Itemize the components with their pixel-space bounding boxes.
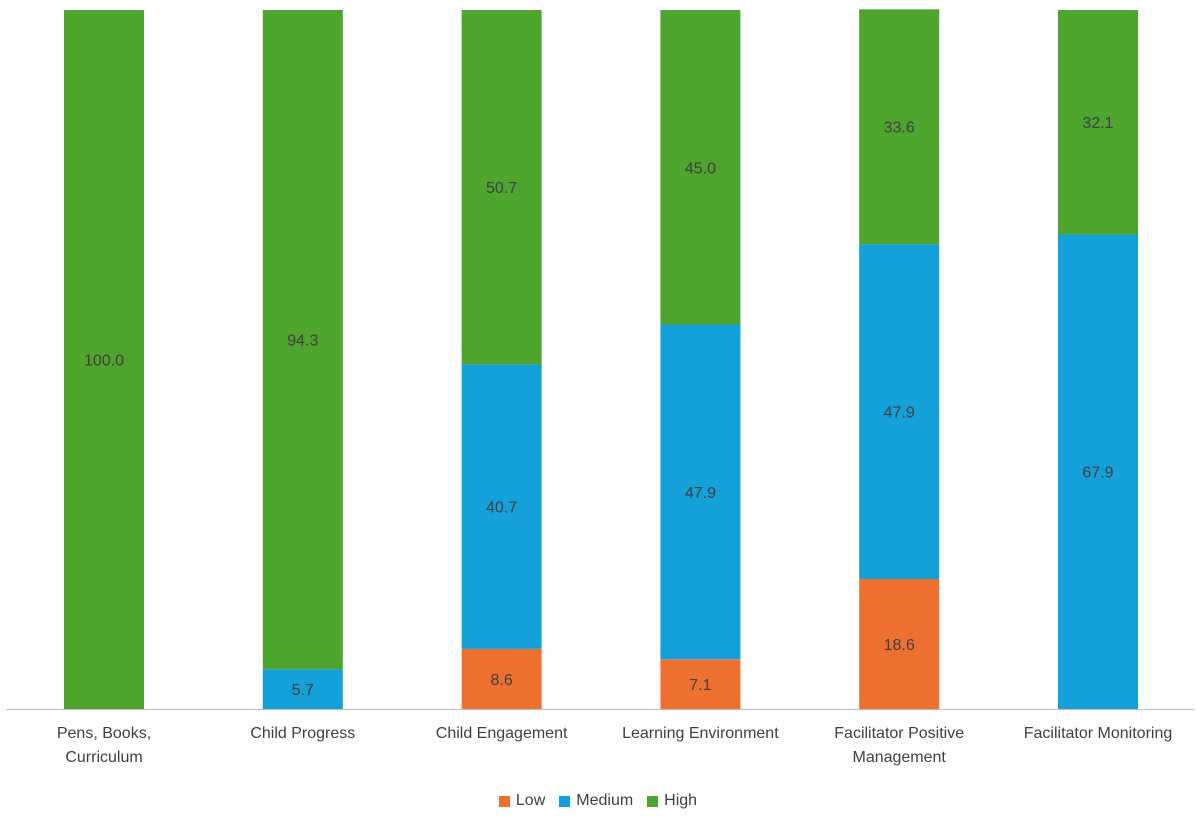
bar-segment-high [1058,10,1138,235]
category-label-line: Facilitator Positive [834,725,965,742]
category-label: Facilitator Monitoring [1003,722,1193,746]
legend-label: Medium [576,792,634,809]
bar-segment-medium [660,324,741,660]
category-label-line: Curriculum [65,749,143,766]
legend-swatch [498,795,510,807]
category-label: Child Progress [208,722,398,746]
data-label: 18.6 [884,637,915,654]
bar-segment-low [859,579,940,709]
bar-segment-high [461,10,542,365]
bar-segment-medium [262,669,343,709]
bar-segment-high [859,9,940,245]
category-label: Learning Environment [605,722,795,746]
bar-segment-low [660,659,741,709]
data-label: 7.1 [689,677,711,694]
bar-segment-low [461,648,542,709]
data-label: 33.6 [884,120,915,137]
legend: Low Medium High [0,792,1196,810]
category-label: Pens, Books, Curriculum [9,722,199,770]
data-label: 40.7 [486,500,517,517]
data-label: 45.0 [685,160,716,177]
category-label-line: Facilitator Monitoring [1023,725,1173,742]
legend-label: High [664,792,698,809]
legend-swatch [647,795,659,807]
data-label: 47.9 [685,485,716,502]
data-label: 100.0 [84,353,124,370]
category-label-line: Management [852,749,946,766]
category-label: Child Engagement [407,722,597,746]
legend-swatch [559,795,571,807]
category-label-line: Child Engagement [435,725,568,742]
bar-segment-high [64,10,144,709]
bar-segment-medium [859,244,940,579]
bar-segment-medium [461,364,542,649]
bar-segment-medium [1058,234,1138,709]
data-label: 67.9 [1082,465,1113,482]
category-label-line: Learning Environment [622,725,779,742]
legend-item-high: High [647,792,697,810]
bar-segment-high [262,10,343,670]
data-label: 94.3 [287,333,318,350]
data-label: 50.7 [486,180,517,197]
data-label: 8.6 [490,672,512,689]
legend-label: Low [515,792,546,809]
category-label: Facilitator Positive Management [804,722,994,770]
legend-item-low: Low [498,792,546,810]
category-label-line: Child Progress [250,725,356,742]
bar-segment-high [660,10,741,325]
legend-item-medium: Medium [559,792,633,810]
data-label: 5.7 [292,682,314,699]
data-label: 32.1 [1082,115,1113,132]
category-label-line: Pens, Books, [56,725,152,742]
data-label: 47.9 [884,405,915,422]
